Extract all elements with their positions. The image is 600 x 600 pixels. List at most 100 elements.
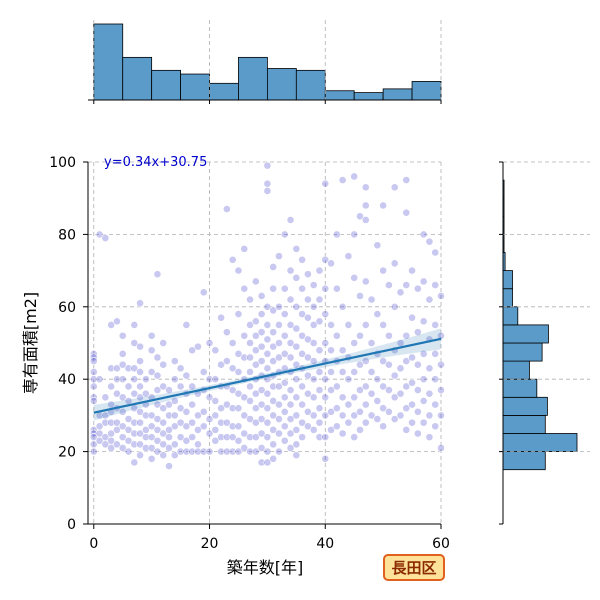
right-histogram-bar bbox=[502, 306, 519, 326]
scatter-point bbox=[385, 407, 393, 416]
right-histogram-bar bbox=[502, 360, 530, 380]
scatter-point bbox=[136, 368, 144, 376]
scatter-point bbox=[344, 418, 353, 427]
scatter-point bbox=[327, 386, 335, 394]
scatter-point bbox=[170, 397, 179, 405]
scatter-point bbox=[147, 346, 156, 355]
scatter-point bbox=[136, 418, 144, 427]
scatter-point bbox=[390, 415, 399, 423]
scatter-point bbox=[263, 187, 272, 195]
y-tick-label: 100 bbox=[49, 155, 76, 171]
top-histogram-bar bbox=[324, 90, 355, 101]
scatter-point bbox=[263, 320, 272, 329]
scatter-point bbox=[222, 357, 231, 365]
scatter-point bbox=[367, 389, 376, 398]
scatter-point bbox=[431, 422, 440, 431]
scatter-point bbox=[408, 353, 416, 362]
scatter-point bbox=[118, 422, 127, 431]
scatter-point bbox=[101, 393, 110, 402]
scatter-point bbox=[373, 397, 382, 405]
scatter-point bbox=[437, 444, 445, 452]
scatter-point bbox=[182, 371, 191, 380]
scatter-point bbox=[286, 386, 295, 394]
main-axes bbox=[87, 162, 441, 525]
scatter-point bbox=[327, 346, 335, 355]
scatter-point bbox=[402, 404, 411, 413]
scatter-point bbox=[298, 418, 307, 427]
scatter-point bbox=[257, 415, 266, 423]
scatter-point bbox=[222, 328, 231, 337]
top-histogram-bar bbox=[266, 68, 297, 101]
scatter-point bbox=[188, 433, 197, 442]
scatter-point bbox=[176, 382, 185, 391]
scatter-point bbox=[315, 386, 324, 394]
scatter-point bbox=[130, 418, 139, 427]
scatter-point bbox=[89, 397, 98, 405]
scatter-point bbox=[350, 368, 359, 376]
scatter-point bbox=[431, 248, 440, 257]
scatter-point bbox=[107, 320, 116, 329]
scatter-point bbox=[304, 422, 312, 431]
scatter-point bbox=[269, 284, 278, 293]
scatter-point bbox=[182, 447, 191, 456]
scatter-point bbox=[419, 349, 428, 358]
ward-badge: 長田区 bbox=[383, 554, 445, 581]
scatter-point bbox=[240, 244, 249, 253]
scatter-point bbox=[257, 357, 266, 365]
scatter-point bbox=[269, 342, 278, 351]
scatter-point bbox=[217, 447, 225, 456]
scatter-point bbox=[280, 422, 289, 431]
scatter-point bbox=[246, 320, 254, 329]
scatter-point bbox=[165, 386, 173, 394]
scatter-point bbox=[361, 320, 370, 329]
scatter-point bbox=[390, 259, 399, 268]
scatter-point bbox=[136, 451, 144, 460]
scatter-point bbox=[159, 360, 168, 369]
scatter-point bbox=[251, 360, 260, 369]
scatter-point bbox=[228, 422, 237, 431]
scatter-point bbox=[251, 447, 260, 456]
scatter-point bbox=[176, 404, 185, 413]
scatter-point bbox=[425, 237, 434, 246]
scatter-point bbox=[361, 183, 370, 192]
top-histogram-bar bbox=[122, 56, 153, 101]
scatter-point bbox=[431, 400, 440, 409]
scatter-point bbox=[170, 422, 179, 431]
scatter-point bbox=[257, 328, 266, 337]
scatter-point bbox=[309, 281, 318, 289]
scatter-point bbox=[147, 454, 156, 463]
main-gridlines bbox=[88, 161, 442, 524]
scatter-point bbox=[280, 378, 289, 387]
scatter-point bbox=[275, 415, 283, 423]
scatter-point bbox=[246, 433, 254, 442]
scatter-point bbox=[118, 331, 127, 340]
scatter-point bbox=[269, 440, 278, 449]
scatter-point bbox=[257, 310, 266, 318]
scatter-point bbox=[367, 339, 376, 347]
scatter-point bbox=[228, 339, 237, 347]
scatter-point bbox=[437, 411, 445, 420]
scatter-point bbox=[408, 378, 416, 387]
scatter-point bbox=[269, 263, 278, 271]
scatter-point bbox=[373, 310, 382, 318]
scatter-point bbox=[205, 339, 214, 347]
scatter-point bbox=[199, 288, 208, 297]
scatter-point bbox=[275, 353, 283, 362]
scatter-point bbox=[182, 422, 191, 431]
scatter-point bbox=[332, 230, 341, 239]
scatter-point bbox=[89, 382, 98, 391]
scatter-point bbox=[89, 357, 98, 365]
scatter-point bbox=[390, 393, 399, 402]
scatter-point bbox=[251, 346, 260, 355]
x-axis-label: 築年数[年] bbox=[227, 558, 304, 577]
scatter-point bbox=[298, 331, 307, 340]
scatter-point bbox=[147, 331, 156, 340]
scatter-point bbox=[176, 447, 185, 456]
scatter-point bbox=[292, 375, 301, 384]
y-tick-label: 80 bbox=[58, 227, 76, 243]
scatter-point bbox=[431, 375, 440, 384]
scatter-point bbox=[315, 295, 324, 304]
scatter-point bbox=[194, 411, 202, 420]
scatter-point bbox=[419, 375, 428, 384]
scatter-point bbox=[431, 320, 440, 329]
